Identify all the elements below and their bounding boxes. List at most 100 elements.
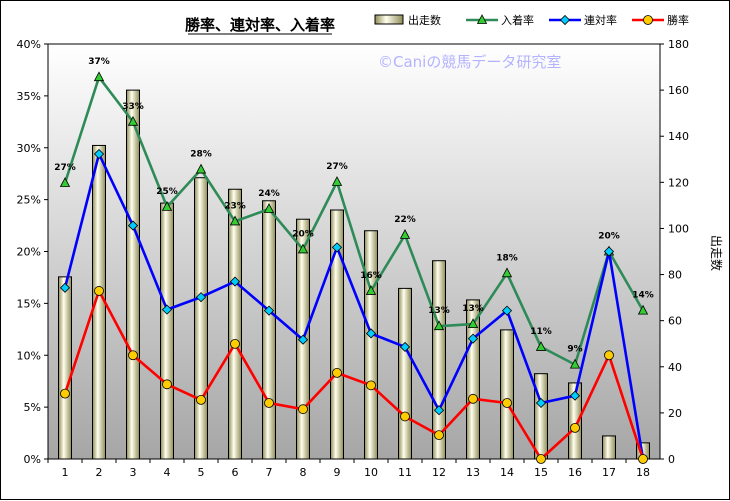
circle-marker [94,286,104,296]
triangle-marker [263,203,275,213]
circle-marker [434,430,444,441]
bar [262,200,276,460]
bar [194,177,208,460]
bar [568,382,582,460]
triangle-marker [433,320,445,331]
legend-bar-swatch [374,14,404,25]
data-label: 18% [496,253,518,263]
circle-marker [638,454,648,464]
data-label: 27% [54,163,76,173]
triangle-marker [467,318,479,329]
bar [228,188,242,460]
data-label-group: 27% 37% 33% 25% 28% 23% 24% 20% 27% 16% 22% 13% 13% 1… [54,57,654,354]
left-axis-tick-label: 5% [24,401,41,414]
diamond-marker [59,282,71,293]
right-axis-tick-label: 20 [668,407,682,420]
circle-marker [298,404,308,415]
right-axis-label: 出走数 [709,235,724,271]
circle-marker [604,350,614,361]
x-axis-tick-label: 10 [364,466,378,479]
legend: 出走数 入着率 連対率 勝率 [374,13,689,27]
circle-marker [162,379,172,390]
watermark: ©Caniの競馬データ研究室 [378,53,561,71]
x-axis-tick-label: 17 [602,466,616,479]
data-label: 16% [360,271,382,281]
series-line [63,75,645,366]
bar [58,276,72,460]
plot-background [47,43,661,460]
x-axis-tick-label: 6 [232,466,239,479]
x-axis-tick-label: 3 [130,466,137,479]
circle-marker [468,393,478,404]
x-axis-tick-label: 13 [466,466,480,479]
bar [330,209,344,460]
series-line [63,152,645,460]
circle-marker [400,411,410,422]
line-series-group [63,75,645,461]
data-label: 13% [428,306,450,316]
right-axis-tick-label: 180 [668,38,689,51]
triangle-marker [93,71,105,82]
legend-circle-marker [643,15,653,25]
circle-marker [264,398,274,408]
diamond-marker [93,148,105,160]
triangle-marker [297,243,309,254]
right-axis-tick-label: 40 [668,361,682,374]
right-axis-tick-label: 0 [668,453,675,466]
left-axis-tick-label: 40% [17,38,41,51]
left-axis-tick-label: 20% [17,246,41,259]
circle-marker [230,338,240,349]
diamond-marker [331,242,343,253]
left-axis: 0% 5% 10% 15% 20% 25% 30% 35% 40% [17,38,48,466]
data-label: 25% [156,187,178,197]
bar [602,435,616,460]
diamond-marker [501,305,513,316]
diamond-marker [535,397,547,409]
left-axis-tick-label: 25% [17,194,41,207]
triangle-marker [637,304,649,315]
x-axis-tick-label: 11 [398,466,412,479]
diamond-marker [127,220,139,231]
left-axis-tick-label: 30% [17,142,41,155]
right-axis-tick-label: 80 [668,269,682,282]
x-axis-tick-label: 18 [636,466,650,479]
data-label: 20% [292,229,314,239]
x-axis-tick-label: 7 [266,466,273,479]
diamond-marker [297,334,309,345]
marker-group [59,71,649,465]
circle-marker [536,454,546,464]
circle-marker [332,367,342,378]
left-axis-tick-label: 35% [17,90,41,103]
x-axis-tick-label: 2 [96,466,103,479]
circle-marker [128,350,138,361]
data-label: 24% [258,189,280,199]
triangle-marker [331,176,343,186]
right-axis-tick-label: 140 [668,130,689,143]
data-label: 23% [224,201,246,211]
x-axis-tick-label: 16 [568,466,582,479]
diamond-marker [467,333,479,344]
x-axis-tick-label: 1 [62,466,69,479]
bar [364,230,378,460]
triangle-marker [161,201,173,211]
data-label: 37% [88,57,110,67]
triangle-marker [365,285,377,295]
diamond-marker [433,405,445,416]
x-axis: 1 2 3 4 5 6 7 8 9 10 11 12 13 14 15 16 17 18 [47,459,650,479]
data-label: 27% [326,162,348,172]
data-label: 9% [567,345,582,355]
triangle-marker [59,177,71,187]
right-axis-tick-label: 100 [668,222,689,235]
right-axis-tick-label: 120 [668,176,689,189]
diamond-marker [229,276,241,287]
chart-title: 勝率、連対率、入着率 [185,16,335,34]
circle-marker [196,394,206,405]
x-axis-tick-label: 14 [500,466,514,479]
legend-label: 出走数 [408,13,441,27]
diamond-marker [365,328,377,339]
diamond-marker [603,246,615,257]
x-axis-tick-label: 15 [534,466,548,479]
triangle-marker [535,341,547,351]
x-axis-tick-label: 8 [300,466,307,479]
